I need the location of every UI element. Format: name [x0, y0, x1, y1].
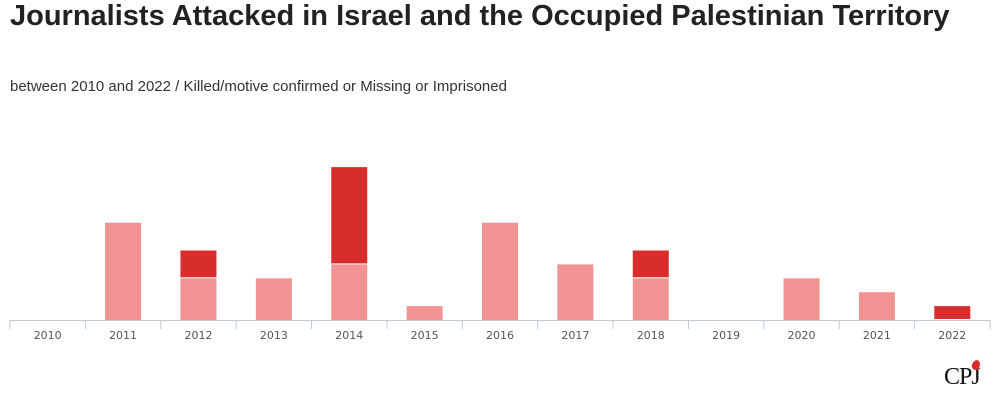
- x-tick-label-2011: 2011: [109, 329, 137, 342]
- x-tick-label-2012: 2012: [184, 329, 212, 342]
- bar-2020-imprisoned[interactable]: [783, 278, 820, 320]
- bar-2013-imprisoned[interactable]: [255, 278, 292, 320]
- bar-chart: 2010 2011 2012 2013 2014 2015 2016 2017 2018 2019…: [9, 167, 991, 342]
- bar-2021-imprisoned[interactable]: [858, 292, 895, 320]
- bar-2015-imprisoned[interactable]: [406, 306, 443, 320]
- x-tick-label-2010: 2010: [34, 329, 62, 342]
- x-tick-label-2013: 2013: [260, 329, 288, 342]
- x-tick-label-2014: 2014: [335, 329, 363, 342]
- x-tick-label-2022: 2022: [938, 329, 966, 342]
- x-tick-label-2021: 2021: [863, 329, 891, 342]
- chart-subtitle: between 2010 and 2022 / Killed/motive co…: [10, 78, 507, 95]
- x-tick-label-2017: 2017: [561, 329, 589, 342]
- x-tick-label-2018: 2018: [637, 329, 665, 342]
- bar-2014-killed-motive-confirmed[interactable]: [331, 167, 368, 264]
- bar-2012-imprisoned[interactable]: [180, 278, 217, 320]
- chart-title: Journalists Attacked in Israel and the O…: [10, 0, 950, 32]
- x-axis: 2010 2011 2012 2013 2014 2015 2016 2017 2018 2019…: [9, 320, 991, 342]
- bar-2011-imprisoned[interactable]: [105, 222, 142, 320]
- bar-2017-imprisoned[interactable]: [557, 264, 594, 320]
- cpj-logo: CPJ: [944, 358, 984, 396]
- bar-2018-imprisoned[interactable]: [632, 278, 669, 320]
- x-tick-label-2019: 2019: [712, 329, 740, 342]
- bar-2018-killed-motive-confirmed[interactable]: [632, 250, 669, 278]
- bar-2022-killed-motive-confirmed[interactable]: [934, 306, 971, 319]
- bar-2016-imprisoned[interactable]: [482, 222, 518, 320]
- x-tick-label-2015: 2015: [411, 329, 439, 342]
- x-tick-label-2016: 2016: [486, 329, 514, 342]
- bar-2012-killed-motive-confirmed[interactable]: [180, 250, 217, 278]
- bars-group: [105, 167, 971, 320]
- x-tick-label-2020: 2020: [788, 329, 816, 342]
- bar-2014-imprisoned[interactable]: [331, 264, 368, 320]
